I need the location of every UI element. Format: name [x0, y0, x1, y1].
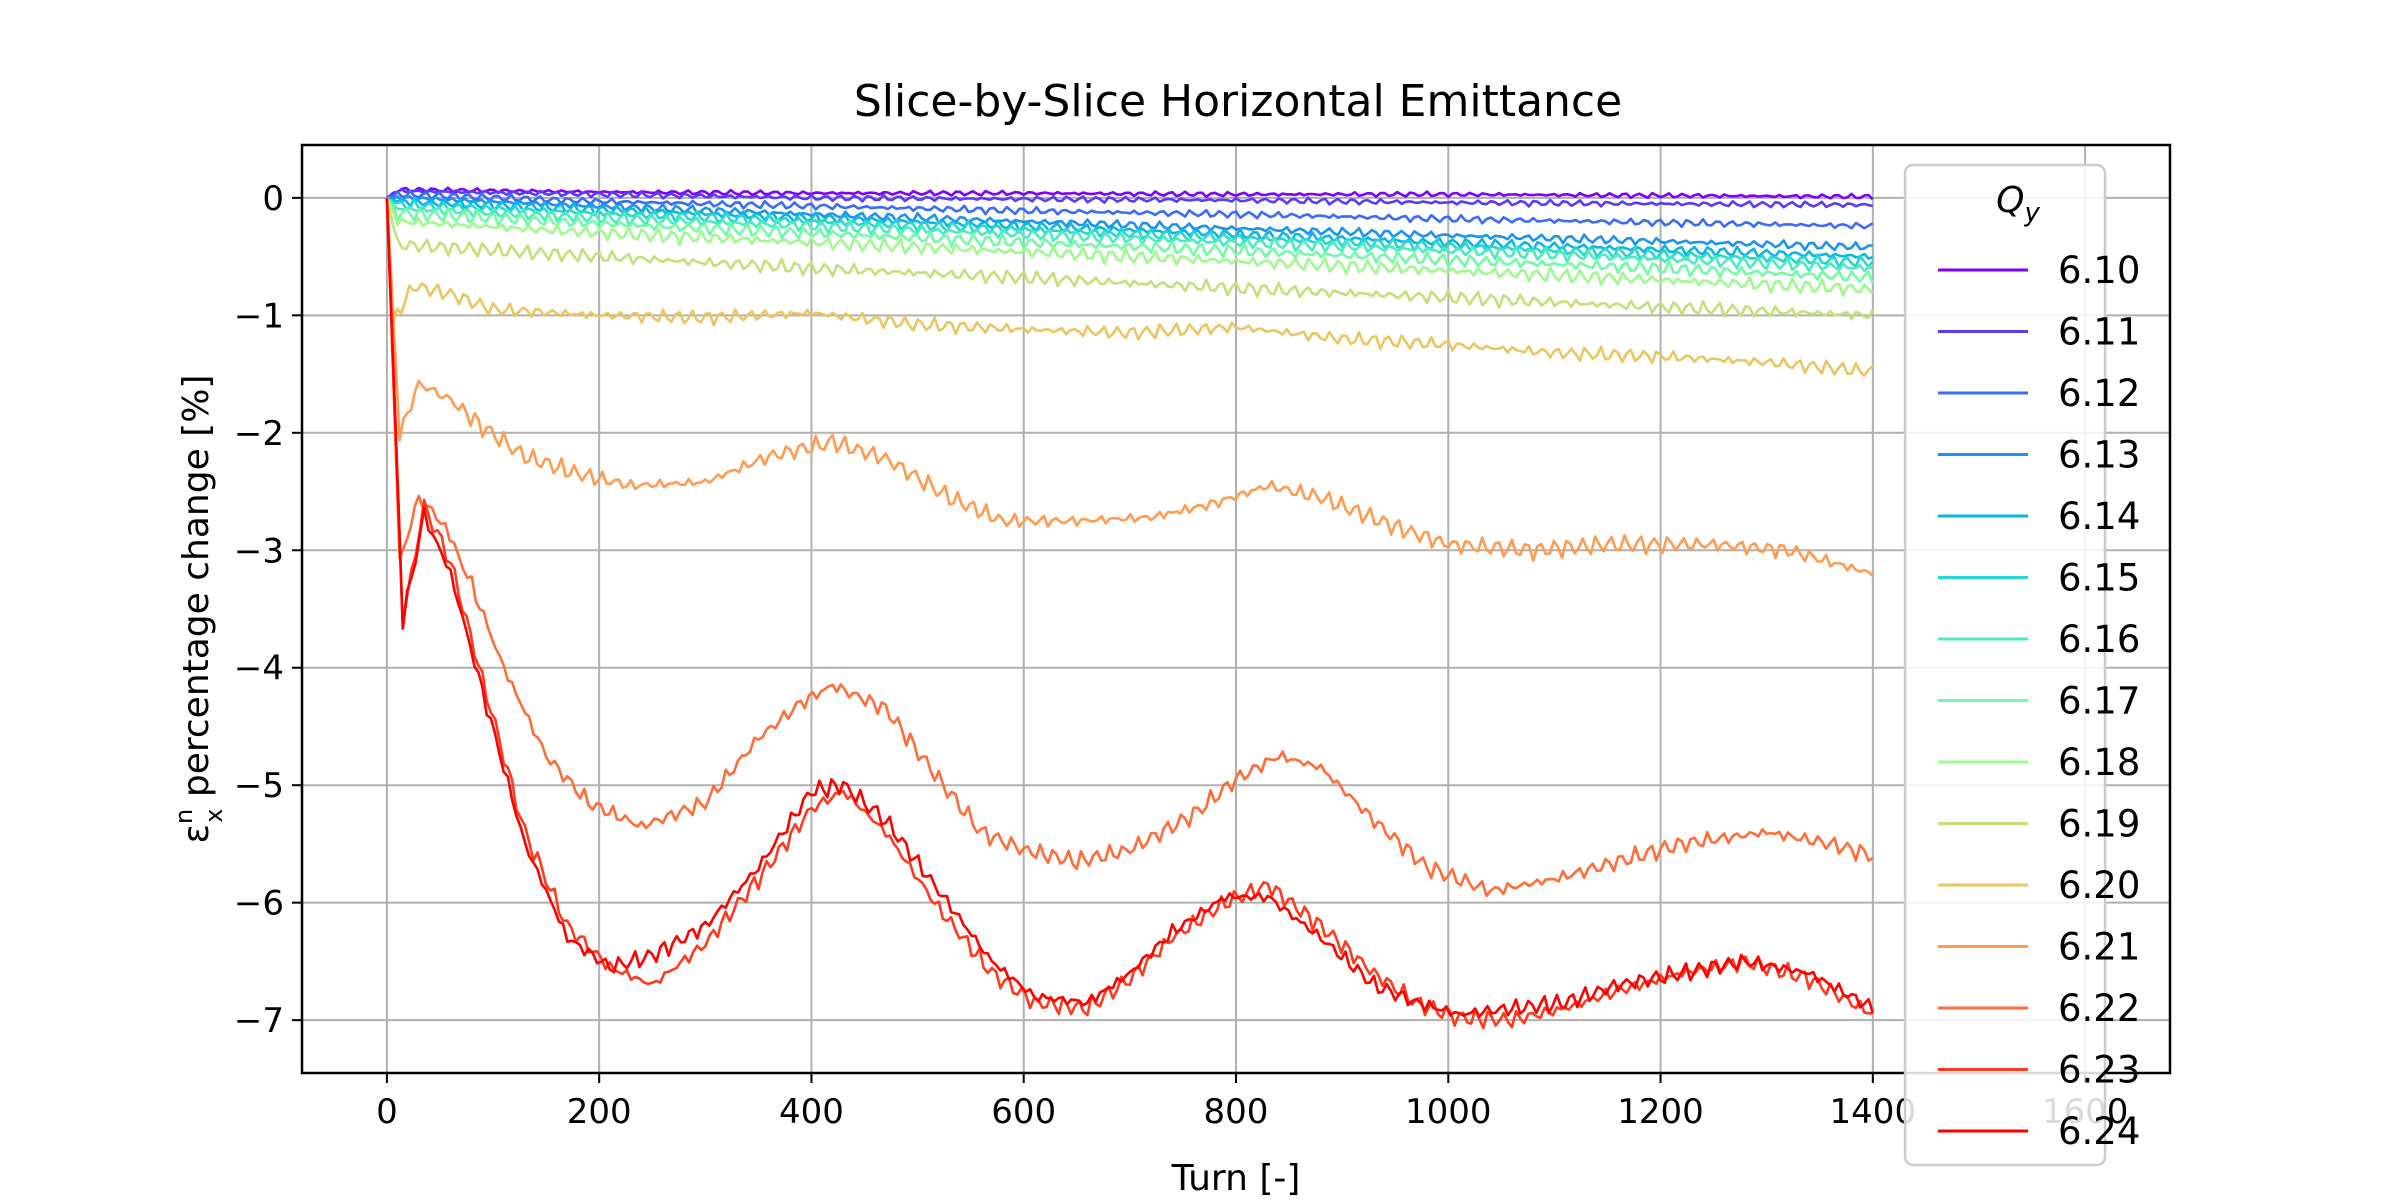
- series-line: [385, 197, 1875, 285]
- x-tick-label: 1000: [1405, 1092, 1492, 1132]
- legend-label: 6.15: [2058, 557, 2140, 600]
- series-line: [386, 195, 1873, 252]
- y-axis-label-text: percentage change [%]: [176, 375, 217, 809]
- legend-label: 6.12: [2058, 372, 2140, 415]
- series-line: [385, 196, 1874, 273]
- y-tick-label: −3: [234, 531, 284, 571]
- series-line: [385, 197, 1874, 321]
- legend-label: 6.21: [2058, 926, 2140, 969]
- series-line: [385, 197, 1874, 898]
- x-axis-label: Turn [-]: [1171, 1158, 1301, 1199]
- y-axis-label-superscript: n: [170, 809, 198, 824]
- y-tick-label: −2: [234, 414, 284, 454]
- series-line: [386, 189, 1874, 230]
- series-line: [385, 197, 1875, 1018]
- legend-label: 6.17: [2058, 680, 2140, 723]
- y-tick-label: −7: [234, 1001, 284, 1041]
- legend: Qy 6.106.116.126.136.146.156.166.176.186…: [1903, 163, 2140, 1167]
- chart-title: Slice-by-Slice Horizontal Emittance: [854, 76, 1622, 127]
- legend-label: 6.22: [2058, 987, 2140, 1030]
- legend-label: 6.24: [2058, 1110, 2140, 1153]
- series-line: [385, 197, 1874, 377]
- legend-label: 6.19: [2058, 803, 2140, 846]
- legend-label: 6.18: [2058, 741, 2140, 784]
- x-tick-label: 600: [991, 1092, 1056, 1132]
- x-tick-label: 1400: [1830, 1092, 1917, 1132]
- series-line: [386, 196, 1874, 269]
- x-tick-label: 1200: [1617, 1092, 1704, 1132]
- legend-title-symbol: Q: [1996, 180, 2024, 221]
- legend-label: 6.20: [2058, 864, 2140, 907]
- legend-box: [1903, 163, 2107, 1167]
- series-line: [386, 186, 1874, 201]
- y-tick-label: −4: [234, 649, 284, 689]
- series-lines: [385, 186, 1875, 1030]
- legend-title: Qy: [1996, 180, 2040, 228]
- series-line: [386, 188, 1874, 209]
- x-tick-label: 800: [1204, 1092, 1269, 1132]
- y-tick-label: −6: [234, 884, 284, 924]
- y-axis-label-subscript: x: [200, 809, 228, 823]
- series-line: [385, 197, 1874, 577]
- legend-label: 6.23: [2058, 1049, 2140, 1092]
- axis-ticks: 020040060080010001200140016000−1−2−3−4−5…: [234, 179, 2128, 1132]
- legend-label: 6.13: [2058, 434, 2140, 477]
- series-line: [386, 196, 1874, 260]
- legend-label: 6.16: [2058, 618, 2140, 661]
- x-tick-label: 400: [779, 1092, 844, 1132]
- y-tick-label: 0: [262, 179, 284, 219]
- y-axis-label-symbol: ε: [176, 824, 217, 843]
- legend-title-subscript: y: [2023, 198, 2040, 228]
- legend-entries: 6.10 6.11 6.12 6.13 6.14 6.15 6.16 6.17 6.18 6.19…: [1938, 249, 2140, 1153]
- legend-label: 6.11: [2058, 311, 2140, 354]
- legend-label: 6.14: [2058, 495, 2140, 538]
- y-tick-label: −5: [234, 766, 284, 806]
- y-axis-label: εnx percentage change [%]: [170, 375, 228, 844]
- x-tick-label: 200: [567, 1092, 632, 1132]
- y-tick-label: −1: [234, 296, 284, 336]
- series-line: [385, 197, 1874, 297]
- x-tick-label: 0: [376, 1092, 398, 1132]
- legend-label: 6.10: [2058, 249, 2140, 292]
